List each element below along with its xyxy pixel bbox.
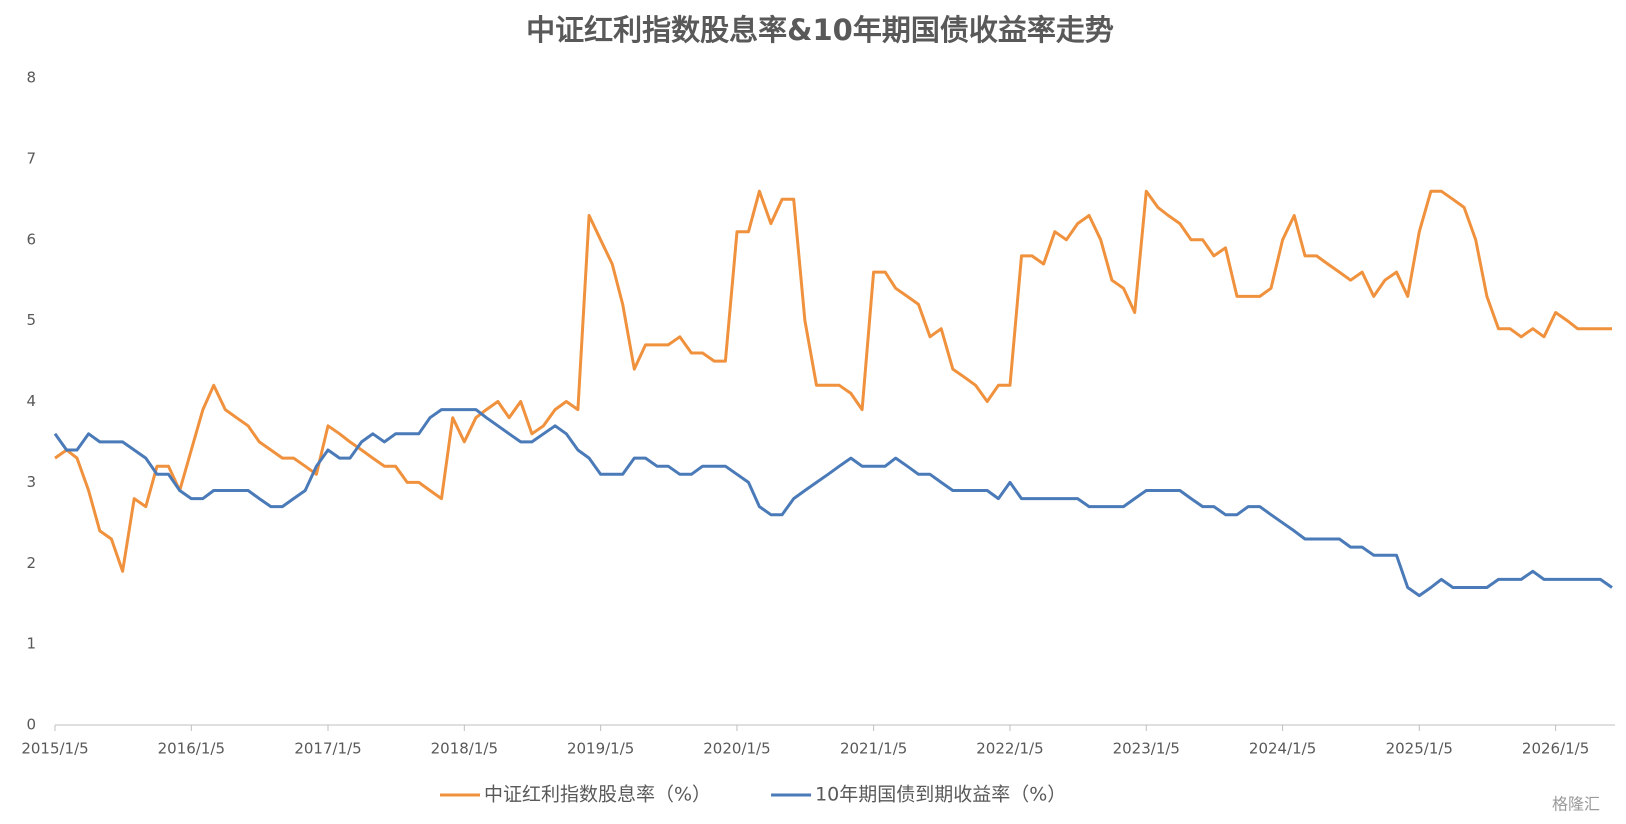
legend-label: 10年期国债到期收益率（%） [815,784,1066,806]
x-tick-label: 2025/1/5 [1386,740,1453,758]
x-tick-label: 2026/1/5 [1522,740,1589,758]
x-tick-label: 2018/1/5 [431,740,498,758]
y-tick-label: 7 [26,149,36,167]
y-tick-label: 1 [26,635,36,653]
x-tick-label: 2020/1/5 [703,740,770,758]
x-tick-label: 2022/1/5 [976,740,1043,758]
x-tick-label: 2024/1/5 [1249,740,1316,758]
legend-label: 中证红利指数股息率（%） [484,784,711,806]
x-tick-label: 2021/1/5 [840,740,907,758]
y-tick-label: 6 [26,230,36,248]
series-line [53,408,1613,598]
x-tick-label: 2016/1/5 [158,740,225,758]
chart-title: 中证红利指数股息率&10年期国债收益率走势 [526,13,1114,47]
y-tick-label: 4 [26,392,36,410]
x-tick-label: 2023/1/5 [1113,740,1180,758]
y-tick-label: 0 [26,716,36,734]
x-tick-label: 2015/1/5 [21,740,88,758]
y-tick-label: 3 [26,473,36,491]
watermark: 格隆汇 [1552,795,1600,814]
x-tick-label: 2017/1/5 [294,740,361,758]
y-tick-label: 5 [26,311,36,329]
y-tick-label: 2 [26,554,36,572]
x-tick-label: 2019/1/5 [567,740,634,758]
series-line [54,189,1612,573]
y-tick-label: 8 [26,69,36,87]
